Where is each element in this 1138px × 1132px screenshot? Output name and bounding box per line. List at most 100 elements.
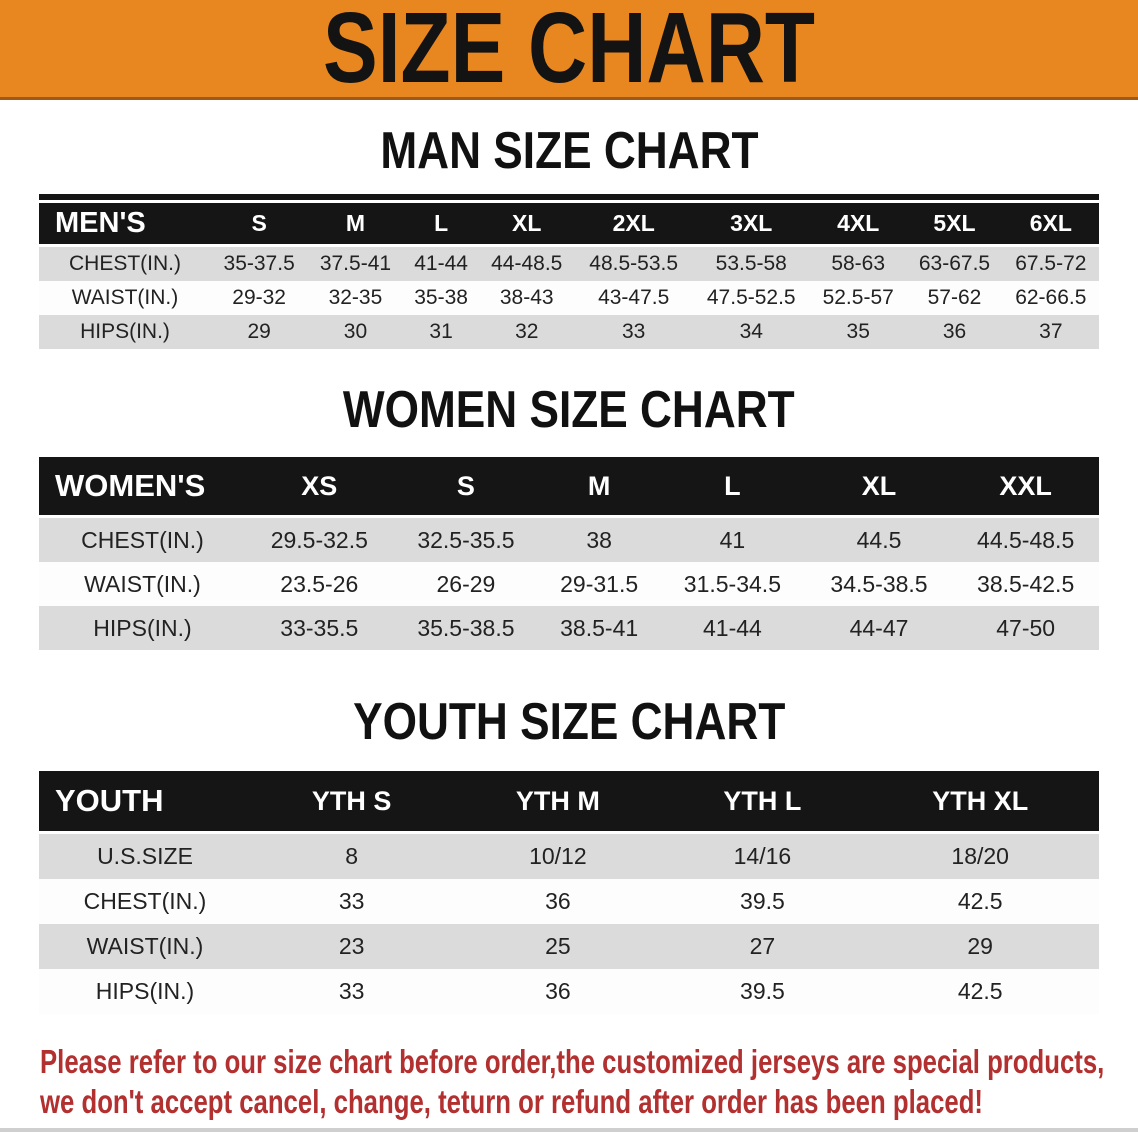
data-cell: 47-50: [952, 606, 1099, 650]
disclaimer-line-2: we don't accept cancel, change, teturn o…: [40, 1083, 983, 1120]
data-cell: 8: [251, 834, 453, 879]
size-header-cell: YTH XL: [861, 771, 1099, 834]
data-cell: 63-67.5: [906, 247, 1003, 281]
data-cell: 23: [251, 924, 453, 969]
youth-size-heading: YOUTH SIZE CHART: [0, 693, 1138, 751]
row-label: HIPS(IN.): [39, 606, 246, 650]
data-cell: 35.5-38.5: [392, 606, 540, 650]
header-row: WOMEN'S XS S M L XL XXL: [39, 457, 1099, 518]
table-row: CHEST(IN.) 33 36 39.5 42.5: [39, 879, 1099, 924]
row-label: HIPS(IN.): [39, 969, 251, 1014]
data-cell: 30: [307, 315, 404, 349]
data-cell: 62-66.5: [1002, 281, 1099, 315]
banner-title: SIZE CHART: [323, 0, 815, 104]
womens-size-table: WOMEN'S XS S M L XL XXL CHEST(IN.) 29.5-32.5 32.5…: [39, 457, 1099, 650]
row-label: CHEST(IN.): [39, 518, 246, 562]
data-cell: 32.5-35.5: [392, 518, 540, 562]
data-cell: 39.5: [663, 879, 862, 924]
data-cell: 42.5: [861, 969, 1099, 1014]
data-cell: 32-35: [307, 281, 404, 315]
row-label: U.S.SIZE: [39, 834, 251, 879]
size-header-cell: YTH S: [251, 771, 453, 834]
data-cell: 27: [663, 924, 862, 969]
disclaimer-line-1: Please refer to our size chart before or…: [40, 1043, 1105, 1080]
data-cell: 38-43: [478, 281, 575, 315]
row-label: CHEST(IN.): [39, 247, 211, 281]
table-row: CHEST(IN.) 35-37.5 37.5-41 41-44 44-48.5 48.5…: [39, 247, 1099, 281]
data-cell: 32: [478, 315, 575, 349]
youth-size-table: YOUTH YTH S YTH M YTH L YTH XL U.S.SIZE 8 10/12…: [39, 771, 1099, 1014]
size-header-cell: S: [211, 203, 308, 247]
data-cell: 36: [452, 879, 664, 924]
data-cell: 29-32: [211, 281, 308, 315]
data-cell: 25: [452, 924, 664, 969]
table-title-cell: YOUTH: [39, 771, 251, 834]
data-cell: 39.5: [663, 969, 862, 1014]
women-size-section: WOMEN SIZE CHART WOMEN'S XS S M L XL XXL CHEST(…: [0, 384, 1138, 650]
size-header-cell: M: [539, 457, 660, 518]
size-header-cell: XL: [805, 457, 953, 518]
data-cell: 36: [906, 315, 1003, 349]
table-row: WAIST(IN.) 29-32 32-35 35-38 38-43 43-47.5 47.…: [39, 281, 1099, 315]
data-cell: 29-31.5: [539, 562, 660, 606]
youth-size-section: YOUTH SIZE CHART YOUTH YTH S YTH M YTH L YTH…: [0, 693, 1138, 1014]
table-title-cell: MEN'S: [39, 203, 211, 247]
table-row: WAIST(IN.) 23 25 27 29: [39, 924, 1099, 969]
data-cell: 42.5: [861, 879, 1099, 924]
data-cell: 44-47: [805, 606, 953, 650]
data-cell: 35-38: [403, 281, 479, 315]
data-cell: 10/12: [452, 834, 664, 879]
section-heading-text: MAN SIZE CHART: [379, 122, 759, 180]
data-cell: 41-44: [403, 247, 479, 281]
row-label: WAIST(IN.): [39, 924, 251, 969]
data-cell: 38.5-41: [539, 606, 660, 650]
data-cell: 47.5-52.5: [692, 281, 811, 315]
data-cell: 67.5-72: [1002, 247, 1099, 281]
table-row: HIPS(IN.) 33 36 39.5 42.5: [39, 969, 1099, 1014]
table-row: HIPS(IN.) 33-35.5 35.5-38.5 38.5-41 41-44 44-…: [39, 606, 1099, 650]
row-label: CHEST(IN.): [39, 879, 251, 924]
women-size-heading: WOMEN SIZE CHART: [0, 384, 1138, 436]
size-header-cell: XXL: [952, 457, 1099, 518]
size-header-cell: XL: [478, 203, 575, 247]
size-header-cell: L: [403, 203, 479, 247]
data-cell: 14/16: [663, 834, 862, 879]
size-header-cell: 6XL: [1002, 203, 1099, 247]
size-header-cell: L: [659, 457, 806, 518]
data-cell: 26-29: [392, 562, 540, 606]
mens-size-table: MEN'S S M L XL 2XL 3XL 4XL 5XL 6XL CHEST(IN.) 35-37…: [39, 203, 1099, 349]
data-cell: 43-47.5: [574, 281, 693, 315]
size-header-cell: 3XL: [692, 203, 811, 247]
data-cell: 57-62: [906, 281, 1003, 315]
header-row: YOUTH YTH S YTH M YTH L YTH XL: [39, 771, 1099, 834]
section-heading-text: YOUTH SIZE CHART: [352, 693, 786, 751]
table-row: HIPS(IN.) 29 30 31 32 33 34 35 36 37: [39, 315, 1099, 349]
table-top-rule: [39, 194, 1099, 200]
table-row: CHEST(IN.) 29.5-32.5 32.5-35.5 38 41 44.5 44.5…: [39, 518, 1099, 562]
data-cell: 34: [692, 315, 811, 349]
size-header-cell: M: [307, 203, 404, 247]
row-label: WAIST(IN.): [39, 281, 211, 315]
man-size-heading: MAN SIZE CHART: [0, 122, 1138, 180]
data-cell: 33: [574, 315, 693, 349]
data-cell: 38: [539, 518, 660, 562]
data-cell: 44.5-48.5: [952, 518, 1099, 562]
size-header-cell: XS: [246, 457, 393, 518]
data-cell: 48.5-53.5: [574, 247, 693, 281]
data-cell: 44-48.5: [478, 247, 575, 281]
size-header-cell: YTH M: [452, 771, 664, 834]
size-header-cell: 2XL: [574, 203, 693, 247]
data-cell: 29.5-32.5: [246, 518, 393, 562]
table-row: WAIST(IN.) 23.5-26 26-29 29-31.5 31.5-34.5 34…: [39, 562, 1099, 606]
data-cell: 37.5-41: [307, 247, 404, 281]
data-cell: 33: [251, 969, 453, 1014]
size-header-cell: YTH L: [663, 771, 862, 834]
data-cell: 33: [251, 879, 453, 924]
data-cell: 18/20: [861, 834, 1099, 879]
disclaimer: Please refer to our size chart before or…: [40, 1042, 1138, 1122]
data-cell: 31.5-34.5: [659, 562, 806, 606]
size-header-cell: 5XL: [906, 203, 1003, 247]
data-cell: 33-35.5: [246, 606, 393, 650]
data-cell: 41-44: [659, 606, 806, 650]
image-bottom-edge: [0, 1128, 1138, 1132]
